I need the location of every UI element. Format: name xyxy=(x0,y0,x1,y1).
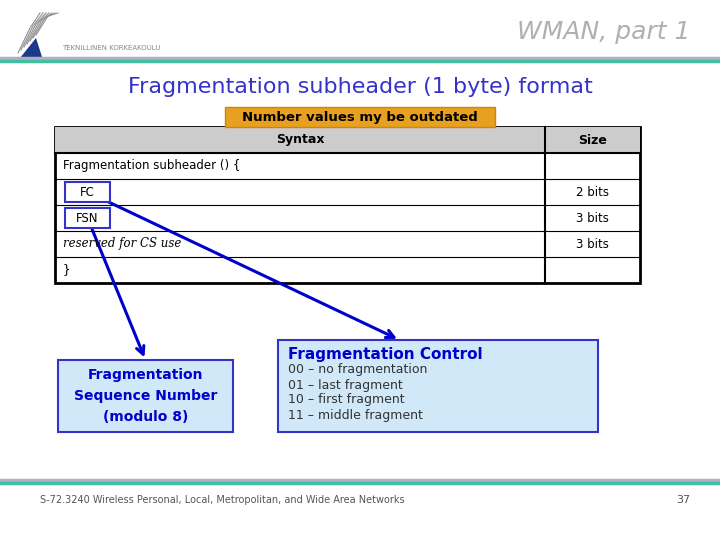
Text: 00 – no fragmentation: 00 – no fragmentation xyxy=(288,363,428,376)
Text: }: } xyxy=(63,264,71,276)
Text: 11 – middle fragment: 11 – middle fragment xyxy=(288,408,423,422)
Text: FC: FC xyxy=(80,186,95,199)
Bar xyxy=(65,182,110,202)
Text: S-72.3240 Wireless Personal, Local, Metropolitan, and Wide Area Networks: S-72.3240 Wireless Personal, Local, Metr… xyxy=(40,495,405,505)
Text: Size: Size xyxy=(578,133,607,146)
Polygon shape xyxy=(20,38,43,60)
Text: 37: 37 xyxy=(676,495,690,505)
Text: 01 – last fragment: 01 – last fragment xyxy=(288,379,402,392)
FancyBboxPatch shape xyxy=(225,107,495,127)
Text: FSN: FSN xyxy=(76,212,99,225)
Bar xyxy=(55,127,640,153)
Text: Fragmentation
Sequence Number
(modulo 8): Fragmentation Sequence Number (modulo 8) xyxy=(74,368,217,423)
Text: Fragmentation subheader (1 byte) format: Fragmentation subheader (1 byte) format xyxy=(127,77,593,97)
Bar xyxy=(278,340,598,432)
Bar xyxy=(65,208,110,228)
Text: Number values my be outdated: Number values my be outdated xyxy=(242,111,478,124)
Bar xyxy=(58,360,233,432)
Text: 10 – first fragment: 10 – first fragment xyxy=(288,394,405,407)
Text: 3 bits: 3 bits xyxy=(576,238,609,251)
Text: WMAN, part 1: WMAN, part 1 xyxy=(517,20,690,44)
Text: Syntax: Syntax xyxy=(276,133,324,146)
Text: Fragmentation subheader () {: Fragmentation subheader () { xyxy=(63,159,240,172)
Text: TEKNILLINEN KORKEAKOULU: TEKNILLINEN KORKEAKOULU xyxy=(62,45,161,51)
Text: reserved for CS use: reserved for CS use xyxy=(63,238,181,251)
Text: Fragmentation Control: Fragmentation Control xyxy=(288,347,482,361)
Text: 2 bits: 2 bits xyxy=(576,186,609,199)
Bar xyxy=(55,127,640,283)
Text: 3 bits: 3 bits xyxy=(576,212,609,225)
